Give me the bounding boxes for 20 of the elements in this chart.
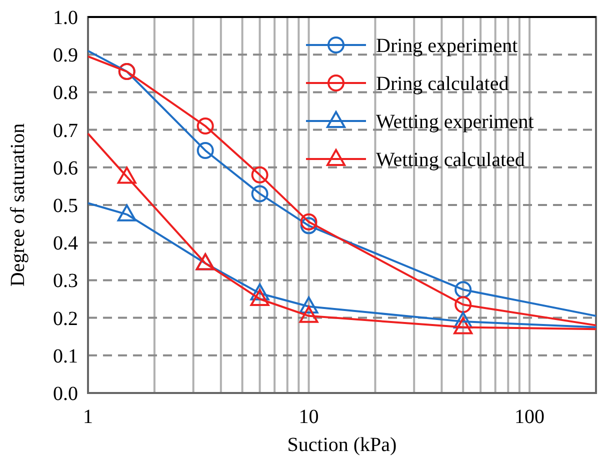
y-tick-label: 0.1	[53, 345, 78, 368]
x-tick-label: 100	[514, 406, 545, 428]
y-axis-title: Degree of saturation	[7, 123, 29, 287]
x-tick-label: 10	[298, 406, 319, 428]
y-tick-label: 0.4	[53, 232, 78, 255]
legend-label: Dring calculated	[376, 73, 509, 95]
legend-label: Dring experiment	[376, 35, 518, 57]
y-tick-label: 0.0	[53, 383, 78, 405]
y-tick-label: 0.9	[53, 44, 78, 67]
y-tick-label: 0.6	[53, 157, 78, 180]
x-tick-label: 1	[83, 406, 93, 428]
legend-label: Wetting calculated	[376, 149, 525, 171]
y-tick-label: 0.2	[53, 308, 78, 330]
y-tick-label: 0.8	[53, 82, 78, 104]
x-axis-title: Suction (kPa)	[287, 434, 397, 456]
legend-label: Wetting experiment	[376, 111, 534, 133]
y-tick-label: 0.7	[53, 120, 78, 142]
y-tick-label: 0.5	[53, 195, 78, 217]
y-tick-label: 0.3	[53, 270, 78, 292]
y-tick-label: 1.0	[53, 7, 78, 29]
